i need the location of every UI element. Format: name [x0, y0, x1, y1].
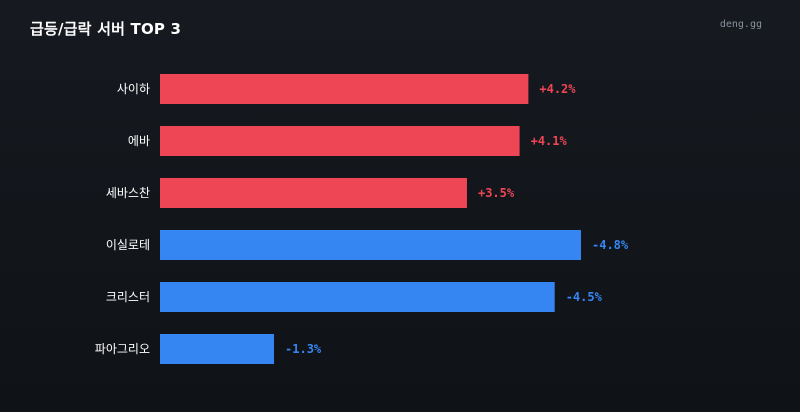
bar-up [160, 178, 467, 208]
value-label: +4.1% [531, 134, 568, 148]
category-label: 파아그리오 [95, 342, 150, 356]
value-label: +3.5% [478, 186, 515, 200]
value-label: -4.5% [566, 290, 603, 304]
bar-up [160, 74, 529, 104]
bar-up [160, 126, 520, 156]
category-label: 이실로테 [106, 238, 150, 252]
value-label: -1.3% [285, 342, 322, 356]
bar-down [160, 282, 555, 312]
chart-title: 급등/급락 서버 TOP 3 [30, 20, 182, 38]
category-label: 에바 [128, 134, 150, 148]
bar-down [160, 334, 275, 364]
category-label: 크리스터 [106, 290, 150, 304]
bar-down [160, 230, 581, 260]
category-label: 세바스찬 [106, 185, 150, 200]
value-label: +4.2% [539, 82, 576, 96]
value-label: -4.8% [592, 238, 629, 252]
brand-label: deng.gg [719, 19, 762, 30]
category-label: 사이하 [117, 82, 150, 96]
